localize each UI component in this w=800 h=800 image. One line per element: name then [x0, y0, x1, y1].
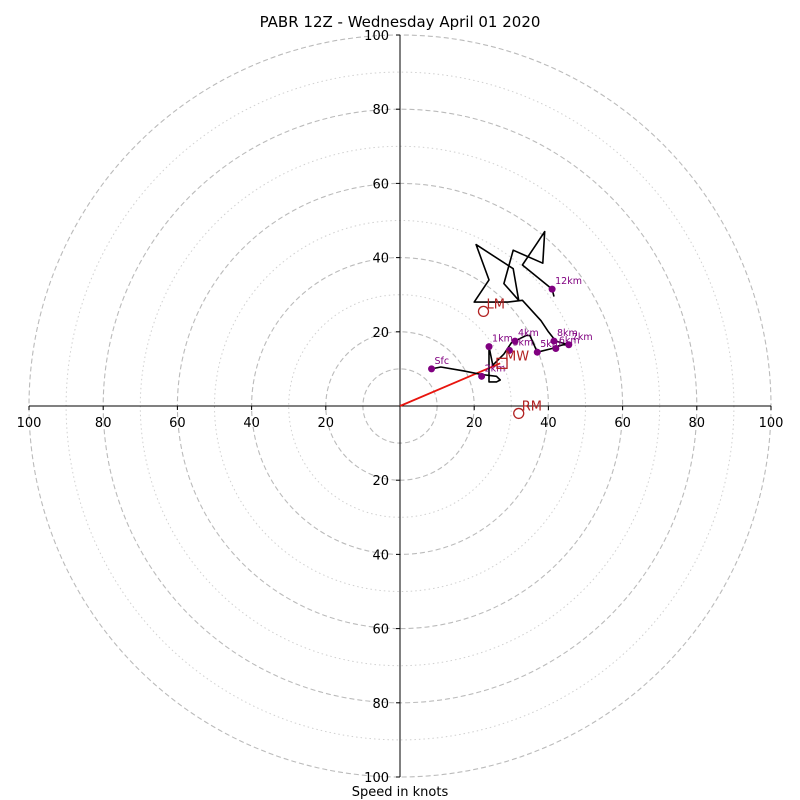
height-marker-label: Sfc	[435, 356, 450, 367]
storm-motion-label: MW	[505, 349, 529, 364]
height-marker-label: 5km	[540, 339, 561, 350]
y-tick-label: 80	[372, 103, 389, 118]
height-marker-label: 2km	[485, 363, 506, 374]
storm-motion-marker	[513, 407, 525, 420]
y-tick-label: 100	[364, 29, 389, 44]
x-tick-label: 40	[243, 416, 260, 431]
x-tick-label: 80	[95, 416, 112, 431]
y-tick-label: 20	[372, 474, 389, 489]
storm-motion-markers: LM RM MW	[477, 297, 542, 420]
shear-vector-line	[399, 362, 501, 407]
height-marker-label: 7km	[572, 332, 593, 343]
height-marker-label: 12km	[555, 276, 582, 287]
storm-motion-label: LM	[486, 297, 504, 312]
height-marker-label: 1km	[492, 334, 513, 345]
chart-title: PABR 12Z - Wednesday April 01 2020	[260, 13, 541, 31]
x-axis-label: Speed in knots	[352, 785, 449, 800]
y-tick-label: 40	[372, 252, 389, 267]
height-marker	[428, 365, 436, 373]
x-tick-label: 60	[169, 416, 186, 431]
height-marker-label: 6km	[559, 335, 580, 346]
height-marker	[548, 285, 556, 293]
x-tick-label: 20	[466, 416, 483, 431]
y-tick-label: 80	[372, 697, 389, 712]
x-tick-label: 60	[614, 416, 631, 431]
x-tick-label: 40	[540, 416, 557, 431]
height-marker	[550, 337, 558, 345]
shear-vector	[399, 362, 501, 407]
x-tick-label: 100	[759, 416, 784, 431]
y-tick-label: 60	[372, 177, 389, 192]
height-marker-label: 8km	[557, 328, 578, 339]
height-marker	[533, 348, 541, 356]
height-marker	[511, 337, 519, 345]
y-tick-label: 100	[364, 771, 389, 786]
height-marker	[565, 341, 573, 349]
x-tick-label: 20	[318, 416, 335, 431]
mean-wind-marker	[496, 357, 508, 369]
height-marker	[478, 372, 486, 380]
height-marker-label: 3km	[512, 337, 533, 348]
tick-labels: 100 100 80 80 60 60 40 40 20 20 20 20 40 40 60 60 80 80 10…	[17, 29, 784, 786]
height-marker-label: 4km	[518, 328, 539, 339]
storm-motion-marker	[477, 305, 490, 318]
x-tick-label: 100	[17, 416, 42, 431]
x-tick-label: 80	[689, 416, 706, 431]
y-tick-label: 40	[372, 548, 389, 563]
height-marker	[485, 343, 493, 351]
storm-motion-label: RM	[522, 399, 542, 414]
height-marker	[552, 344, 560, 352]
y-tick-label: 20	[372, 326, 389, 341]
y-tick-label: 60	[372, 623, 389, 638]
height-marker	[505, 346, 513, 354]
